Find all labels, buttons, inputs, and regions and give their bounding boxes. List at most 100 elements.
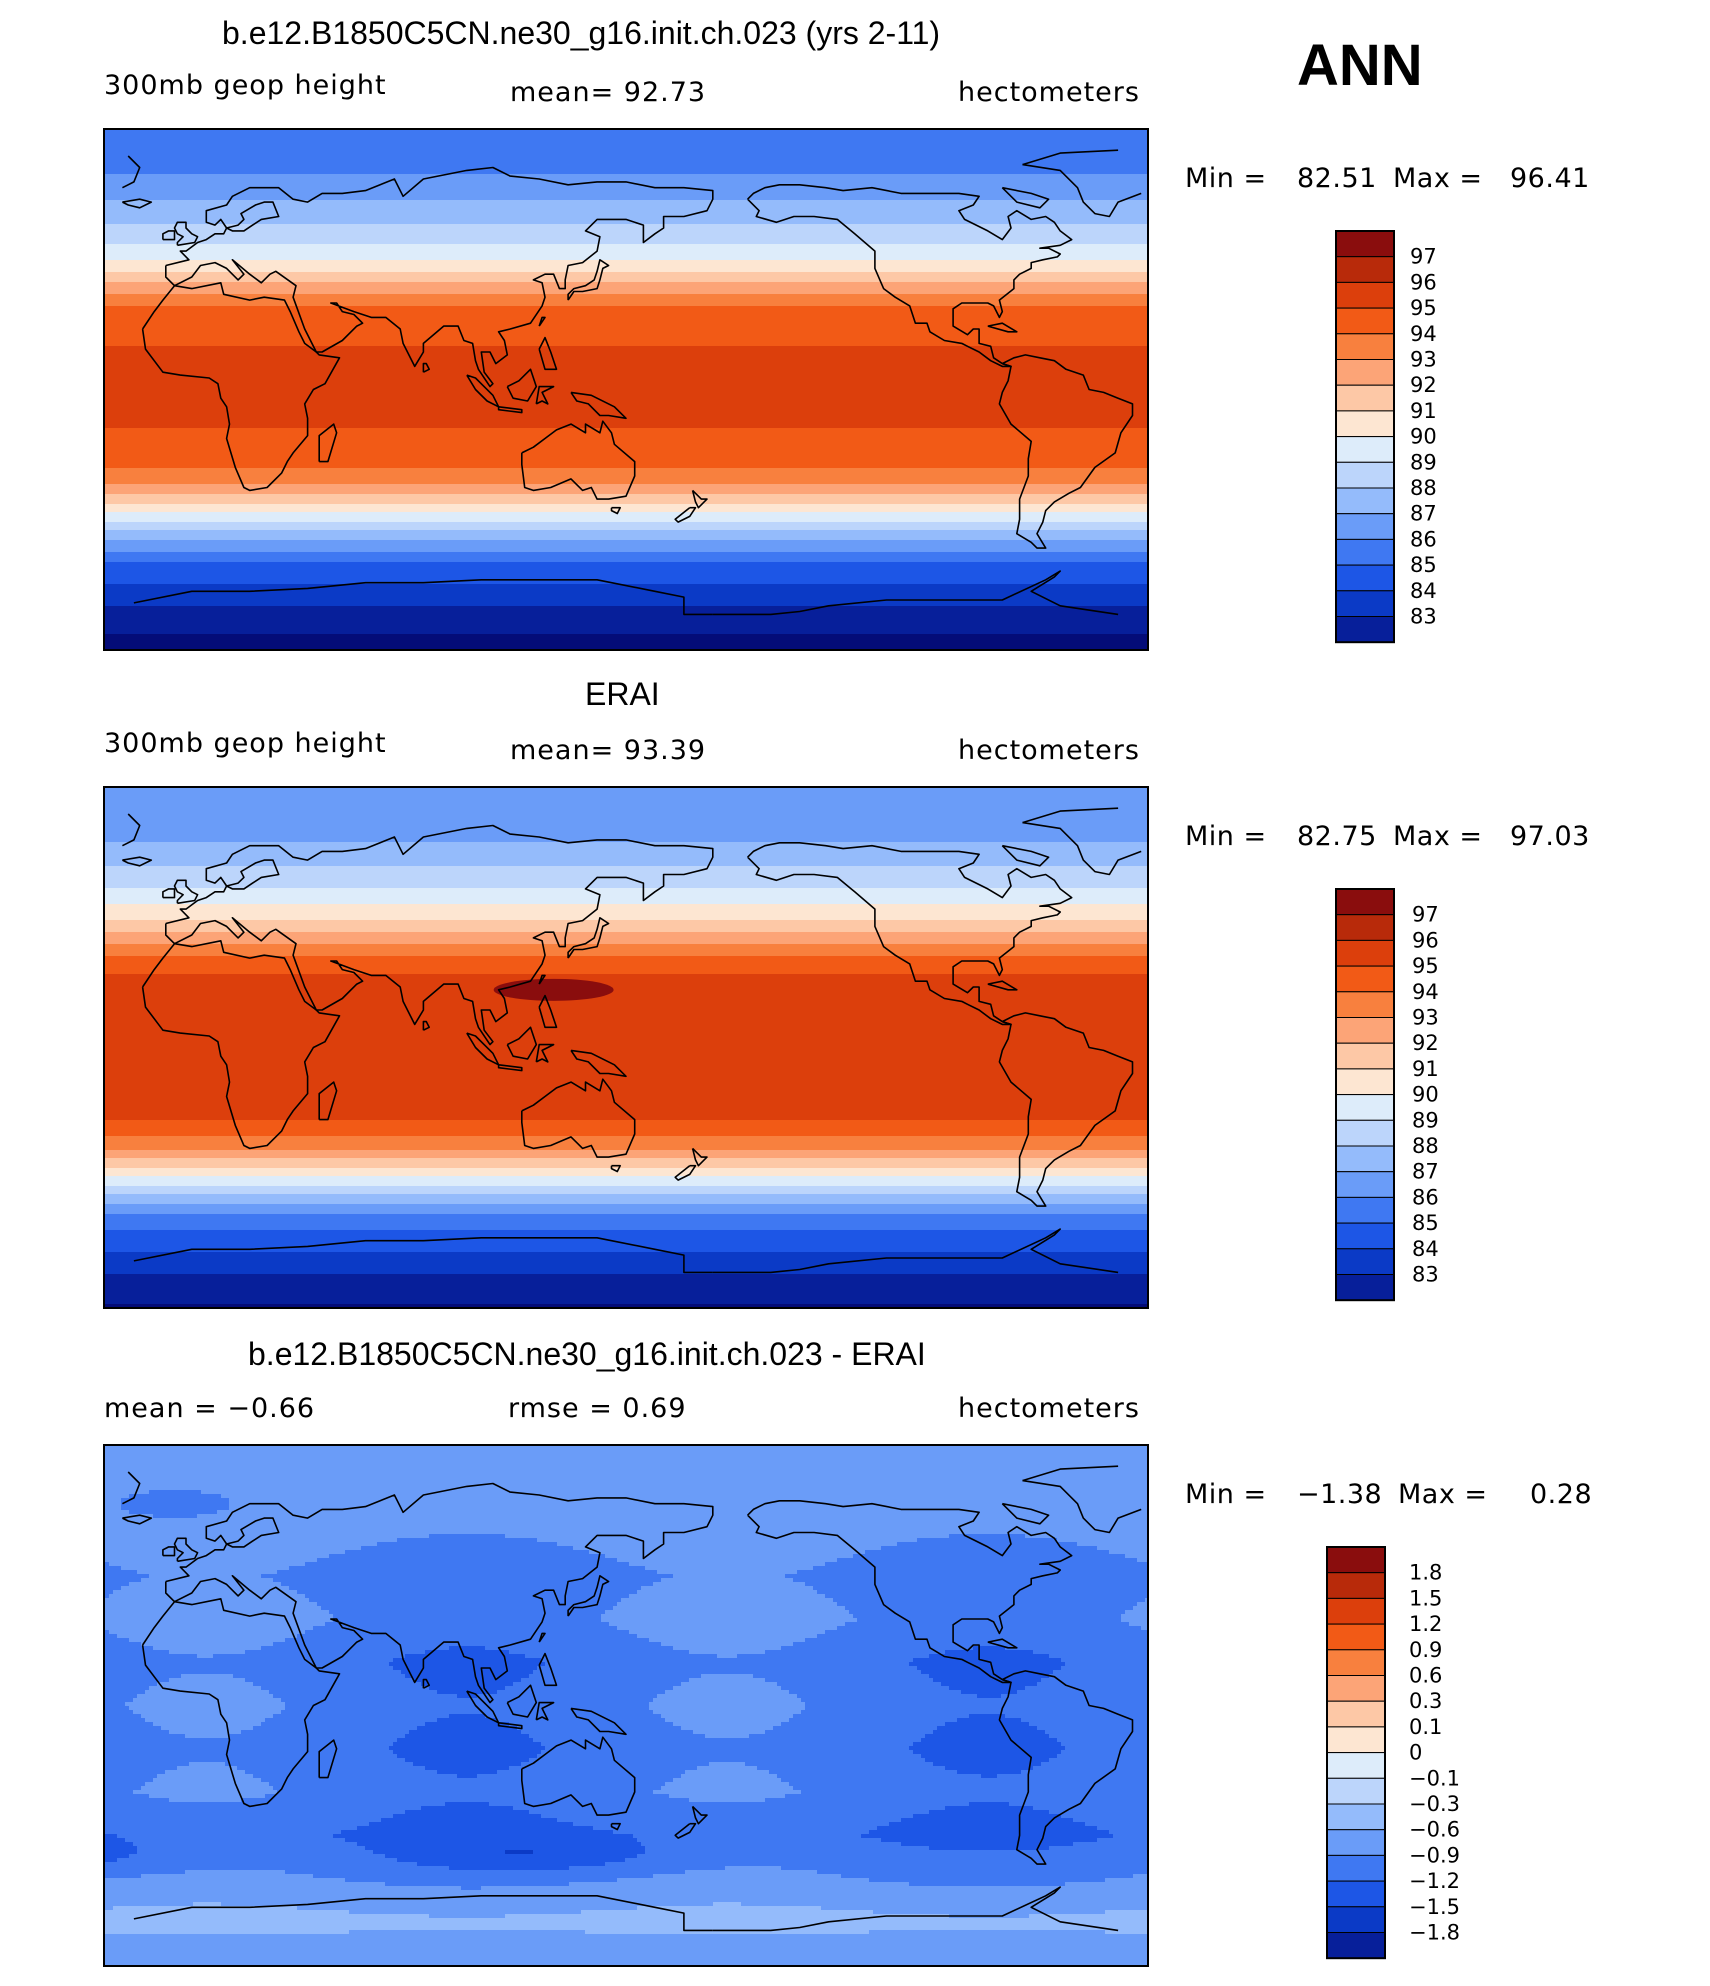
contour-cell xyxy=(973,1502,978,1507)
contour-cell xyxy=(413,1482,418,1487)
contour-cell xyxy=(1045,1454,1050,1459)
contour-cell xyxy=(609,1482,614,1487)
contour-cell xyxy=(121,1466,126,1471)
contour-cell xyxy=(545,1482,550,1487)
contour-cell xyxy=(209,1466,214,1471)
contour-cell xyxy=(137,1454,142,1459)
contour-cell xyxy=(229,1466,234,1471)
contour-cell xyxy=(297,1462,302,1467)
contour-cell xyxy=(1005,1482,1010,1487)
contour-cell xyxy=(937,1474,942,1479)
contour-cell xyxy=(825,1470,830,1475)
contour-cell xyxy=(905,1446,910,1451)
contour-cell xyxy=(781,1482,786,1487)
contour-cell xyxy=(613,1502,618,1507)
contour-cell xyxy=(737,1462,742,1467)
contour-cell xyxy=(121,1454,126,1459)
contour-cell xyxy=(1029,1466,1034,1471)
contour-cell xyxy=(489,1486,494,1491)
contour-cell xyxy=(529,1450,534,1455)
contour-cell xyxy=(1113,1490,1118,1495)
contour-cell xyxy=(793,1502,798,1507)
contour-cell xyxy=(241,1466,246,1471)
contour-cell xyxy=(601,1454,606,1459)
contour-cell xyxy=(753,1482,758,1487)
contour-cell xyxy=(385,1474,390,1479)
contour-cell xyxy=(345,1486,350,1491)
contour-cell xyxy=(685,1474,690,1479)
contour-cell xyxy=(173,1490,178,1495)
contour-cell xyxy=(977,1454,982,1459)
contour-cell xyxy=(221,1486,226,1491)
contour-cell xyxy=(505,1458,510,1463)
contour-cell xyxy=(777,1490,782,1495)
contour-cell xyxy=(473,1502,478,1507)
contour-cell xyxy=(921,1458,926,1463)
contour-cell xyxy=(241,1494,246,1499)
contour-cell xyxy=(533,1470,538,1475)
contour-cell xyxy=(129,1502,134,1507)
contour-cell xyxy=(449,1470,454,1475)
contour-cell xyxy=(921,1478,926,1483)
contour-cell xyxy=(301,1446,306,1451)
contour-cell xyxy=(637,1462,642,1467)
contour-cell xyxy=(121,1446,126,1451)
contour-cell xyxy=(693,1498,698,1503)
contour-cell xyxy=(713,1466,718,1471)
contour-cell xyxy=(733,1458,738,1463)
contour-cell xyxy=(933,1494,938,1499)
contour-cell xyxy=(349,1490,354,1495)
contour-cell xyxy=(753,1470,758,1475)
contour-cell xyxy=(537,1454,542,1459)
contour-cell xyxy=(913,1458,918,1463)
colorbar-box xyxy=(1336,539,1394,565)
contour-cell xyxy=(257,1450,262,1455)
contour-cell xyxy=(817,1474,822,1479)
contour-cell xyxy=(997,1446,1002,1451)
contour-cell xyxy=(557,1486,562,1491)
contour-cell xyxy=(189,1462,194,1467)
contour-cell xyxy=(1137,1470,1142,1475)
contour-cell xyxy=(197,1450,202,1455)
contour-cell xyxy=(1037,1502,1042,1507)
contour-cell xyxy=(429,1482,434,1487)
contour-cell xyxy=(105,1498,110,1503)
contour-cell xyxy=(393,1478,398,1483)
contour-cell xyxy=(1069,1470,1074,1475)
contour-cell xyxy=(617,1506,622,1511)
contour-cell xyxy=(661,1458,666,1463)
contour-cell xyxy=(309,1494,314,1499)
contour-cell xyxy=(433,1478,438,1483)
contour-cell xyxy=(885,1474,890,1479)
contour-cell xyxy=(757,1470,762,1475)
contour-cell xyxy=(741,1502,746,1507)
contour-cell xyxy=(369,1446,374,1451)
contour-cell xyxy=(717,1506,722,1511)
contour-cell xyxy=(381,1454,386,1459)
contour-cell xyxy=(593,1462,598,1467)
contour-cell xyxy=(185,1470,190,1475)
contour-cell xyxy=(113,1458,118,1463)
contour-cell xyxy=(305,1502,310,1507)
contour-cell xyxy=(1133,1490,1138,1495)
contour-cell xyxy=(369,1482,374,1487)
contour-cell xyxy=(453,1490,458,1495)
contour-cell xyxy=(837,1454,842,1459)
contour-cell xyxy=(297,1446,302,1451)
contour-cell xyxy=(321,1502,326,1507)
contour-cell xyxy=(537,1486,542,1491)
contour-cell xyxy=(853,1462,858,1467)
contour-cell xyxy=(933,1482,938,1487)
contour-cell xyxy=(809,1466,814,1471)
contour-cell xyxy=(677,1466,682,1471)
contour-cell xyxy=(525,1458,530,1463)
contour-cell xyxy=(525,1454,530,1459)
contour-cell xyxy=(265,1450,270,1455)
contour-cell xyxy=(1025,1494,1030,1499)
contour-cell xyxy=(409,1466,414,1471)
contour-cell xyxy=(245,1490,250,1495)
contour-cell xyxy=(933,1490,938,1495)
contour-cell xyxy=(645,1462,650,1467)
contour-cell xyxy=(573,1462,578,1467)
contour-cell xyxy=(673,1486,678,1491)
